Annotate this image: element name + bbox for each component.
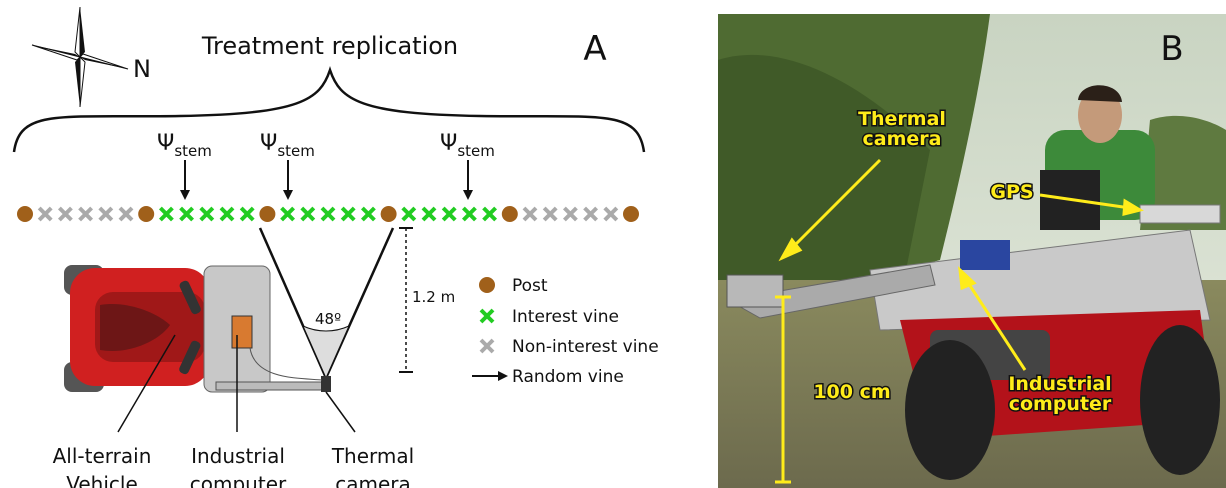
compass	[31, 6, 129, 108]
psi-labels: Ψstem Ψstem Ψstem	[157, 131, 495, 200]
vine-mark	[479, 308, 495, 324]
component-label: Thermal	[331, 444, 414, 468]
psi-label: Ψstem	[260, 131, 315, 160]
psi-label: Ψstem	[440, 131, 495, 160]
panel-title: Treatment replication	[201, 32, 458, 60]
vine-row	[17, 206, 639, 222]
vine-mark	[562, 206, 578, 222]
post	[623, 206, 639, 222]
component-label: All-terrain	[53, 444, 152, 468]
vine-mark	[360, 206, 376, 222]
psi-subscript: stem	[277, 142, 315, 160]
vine-mark	[441, 206, 457, 222]
post	[501, 206, 518, 222]
compass-label: N	[133, 55, 151, 83]
component-label: computer	[190, 472, 287, 488]
post	[380, 206, 397, 222]
distance-label: 1.2 m	[412, 288, 455, 306]
component-label: Vehicle	[66, 472, 138, 488]
arrow-head	[463, 190, 473, 200]
vine-mark	[118, 206, 134, 222]
vine-mark	[320, 206, 336, 222]
vine-mark	[603, 206, 619, 222]
photo-annotation: GPS	[990, 181, 1033, 203]
panel-a: N Treatment replication A Ψstem Ψstem Ψste…	[12, 6, 659, 488]
vine-mark	[583, 206, 599, 222]
post	[138, 206, 155, 222]
vine-mark	[219, 206, 235, 222]
psi-label: Ψstem	[157, 131, 212, 160]
legend-label: Non-interest vine	[512, 337, 659, 357]
vine-mark	[300, 206, 316, 222]
panel-label: B	[1160, 29, 1183, 69]
psi-symbol: Ψ	[440, 131, 457, 156]
arrow-head	[180, 190, 190, 200]
atv	[64, 265, 331, 393]
vine-mark	[179, 206, 195, 222]
fov-angle: 48º	[315, 310, 341, 328]
photo-annotation: camera	[863, 128, 942, 150]
component-label: Industrial	[191, 444, 285, 468]
legend-label: Post	[512, 276, 548, 296]
psi-subscript: stem	[457, 142, 495, 160]
vine-mark	[280, 206, 296, 222]
brace	[12, 66, 646, 153]
photo-annotation: Thermal	[858, 108, 946, 130]
vine-mark	[542, 206, 558, 222]
component-label: camera	[335, 472, 411, 488]
panel-label: A	[583, 29, 606, 69]
vine-mark	[199, 206, 215, 222]
vine-mark	[37, 206, 53, 222]
legend-label: Interest vine	[512, 307, 619, 327]
arrow-head	[283, 190, 293, 200]
legend-symbol	[498, 371, 508, 381]
vine-mark	[158, 206, 174, 222]
photo-annotation: 100 cm	[813, 381, 890, 403]
vine-mark	[421, 206, 437, 222]
legend-symbol	[479, 277, 495, 293]
vine-mark	[479, 338, 495, 354]
vine-mark	[482, 206, 498, 222]
photo-annotation: computer	[1009, 393, 1112, 415]
legend: Post Interest vine Non-interest vine Random…	[472, 276, 659, 387]
psi-subscript: stem	[174, 142, 212, 160]
vine-mark	[78, 206, 94, 222]
post	[259, 206, 276, 222]
component-labels: All-terrain Vehicle Industrial computer Ther…	[53, 444, 415, 488]
post	[17, 206, 33, 222]
psi-symbol: Ψ	[157, 131, 174, 156]
vine-mark	[461, 206, 477, 222]
vine-mark	[239, 206, 255, 222]
vine-mark	[98, 206, 114, 222]
legend-label: Random vine	[512, 367, 624, 387]
psi-symbol: Ψ	[260, 131, 277, 156]
vine-mark	[340, 206, 356, 222]
vine-mark	[401, 206, 417, 222]
vine-mark	[57, 206, 73, 222]
photo-annotation: Industrial	[1008, 373, 1111, 395]
vine-mark	[522, 206, 538, 222]
